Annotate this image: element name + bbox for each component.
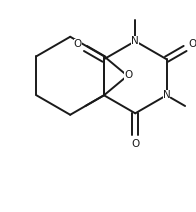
Text: N: N <box>131 36 139 46</box>
Text: O: O <box>189 39 196 49</box>
Text: O: O <box>124 70 132 80</box>
Text: O: O <box>131 139 139 149</box>
Text: N: N <box>163 90 170 100</box>
Text: O: O <box>74 39 82 49</box>
